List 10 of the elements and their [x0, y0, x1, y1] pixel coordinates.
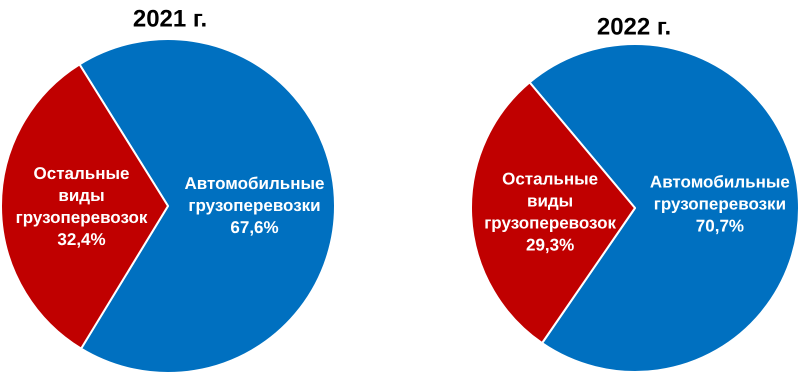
data-label: 29,3%: [526, 236, 574, 255]
slice-label: Остальные виды грузоперевозок: [484, 170, 616, 233]
slice-label: Автомобильные грузоперевозки: [650, 172, 790, 214]
chart-title: 2021 г.: [132, 6, 208, 32]
data-label: 70,7%: [696, 216, 744, 236]
data-label: 32,4%: [57, 230, 106, 249]
chart-title: 2022 г.: [596, 14, 672, 40]
data-label: 67,6%: [230, 218, 279, 238]
slice-label: Автомобильные грузоперевозки: [184, 174, 324, 216]
slice-label: Остальные виды грузоперевозок: [16, 164, 148, 227]
